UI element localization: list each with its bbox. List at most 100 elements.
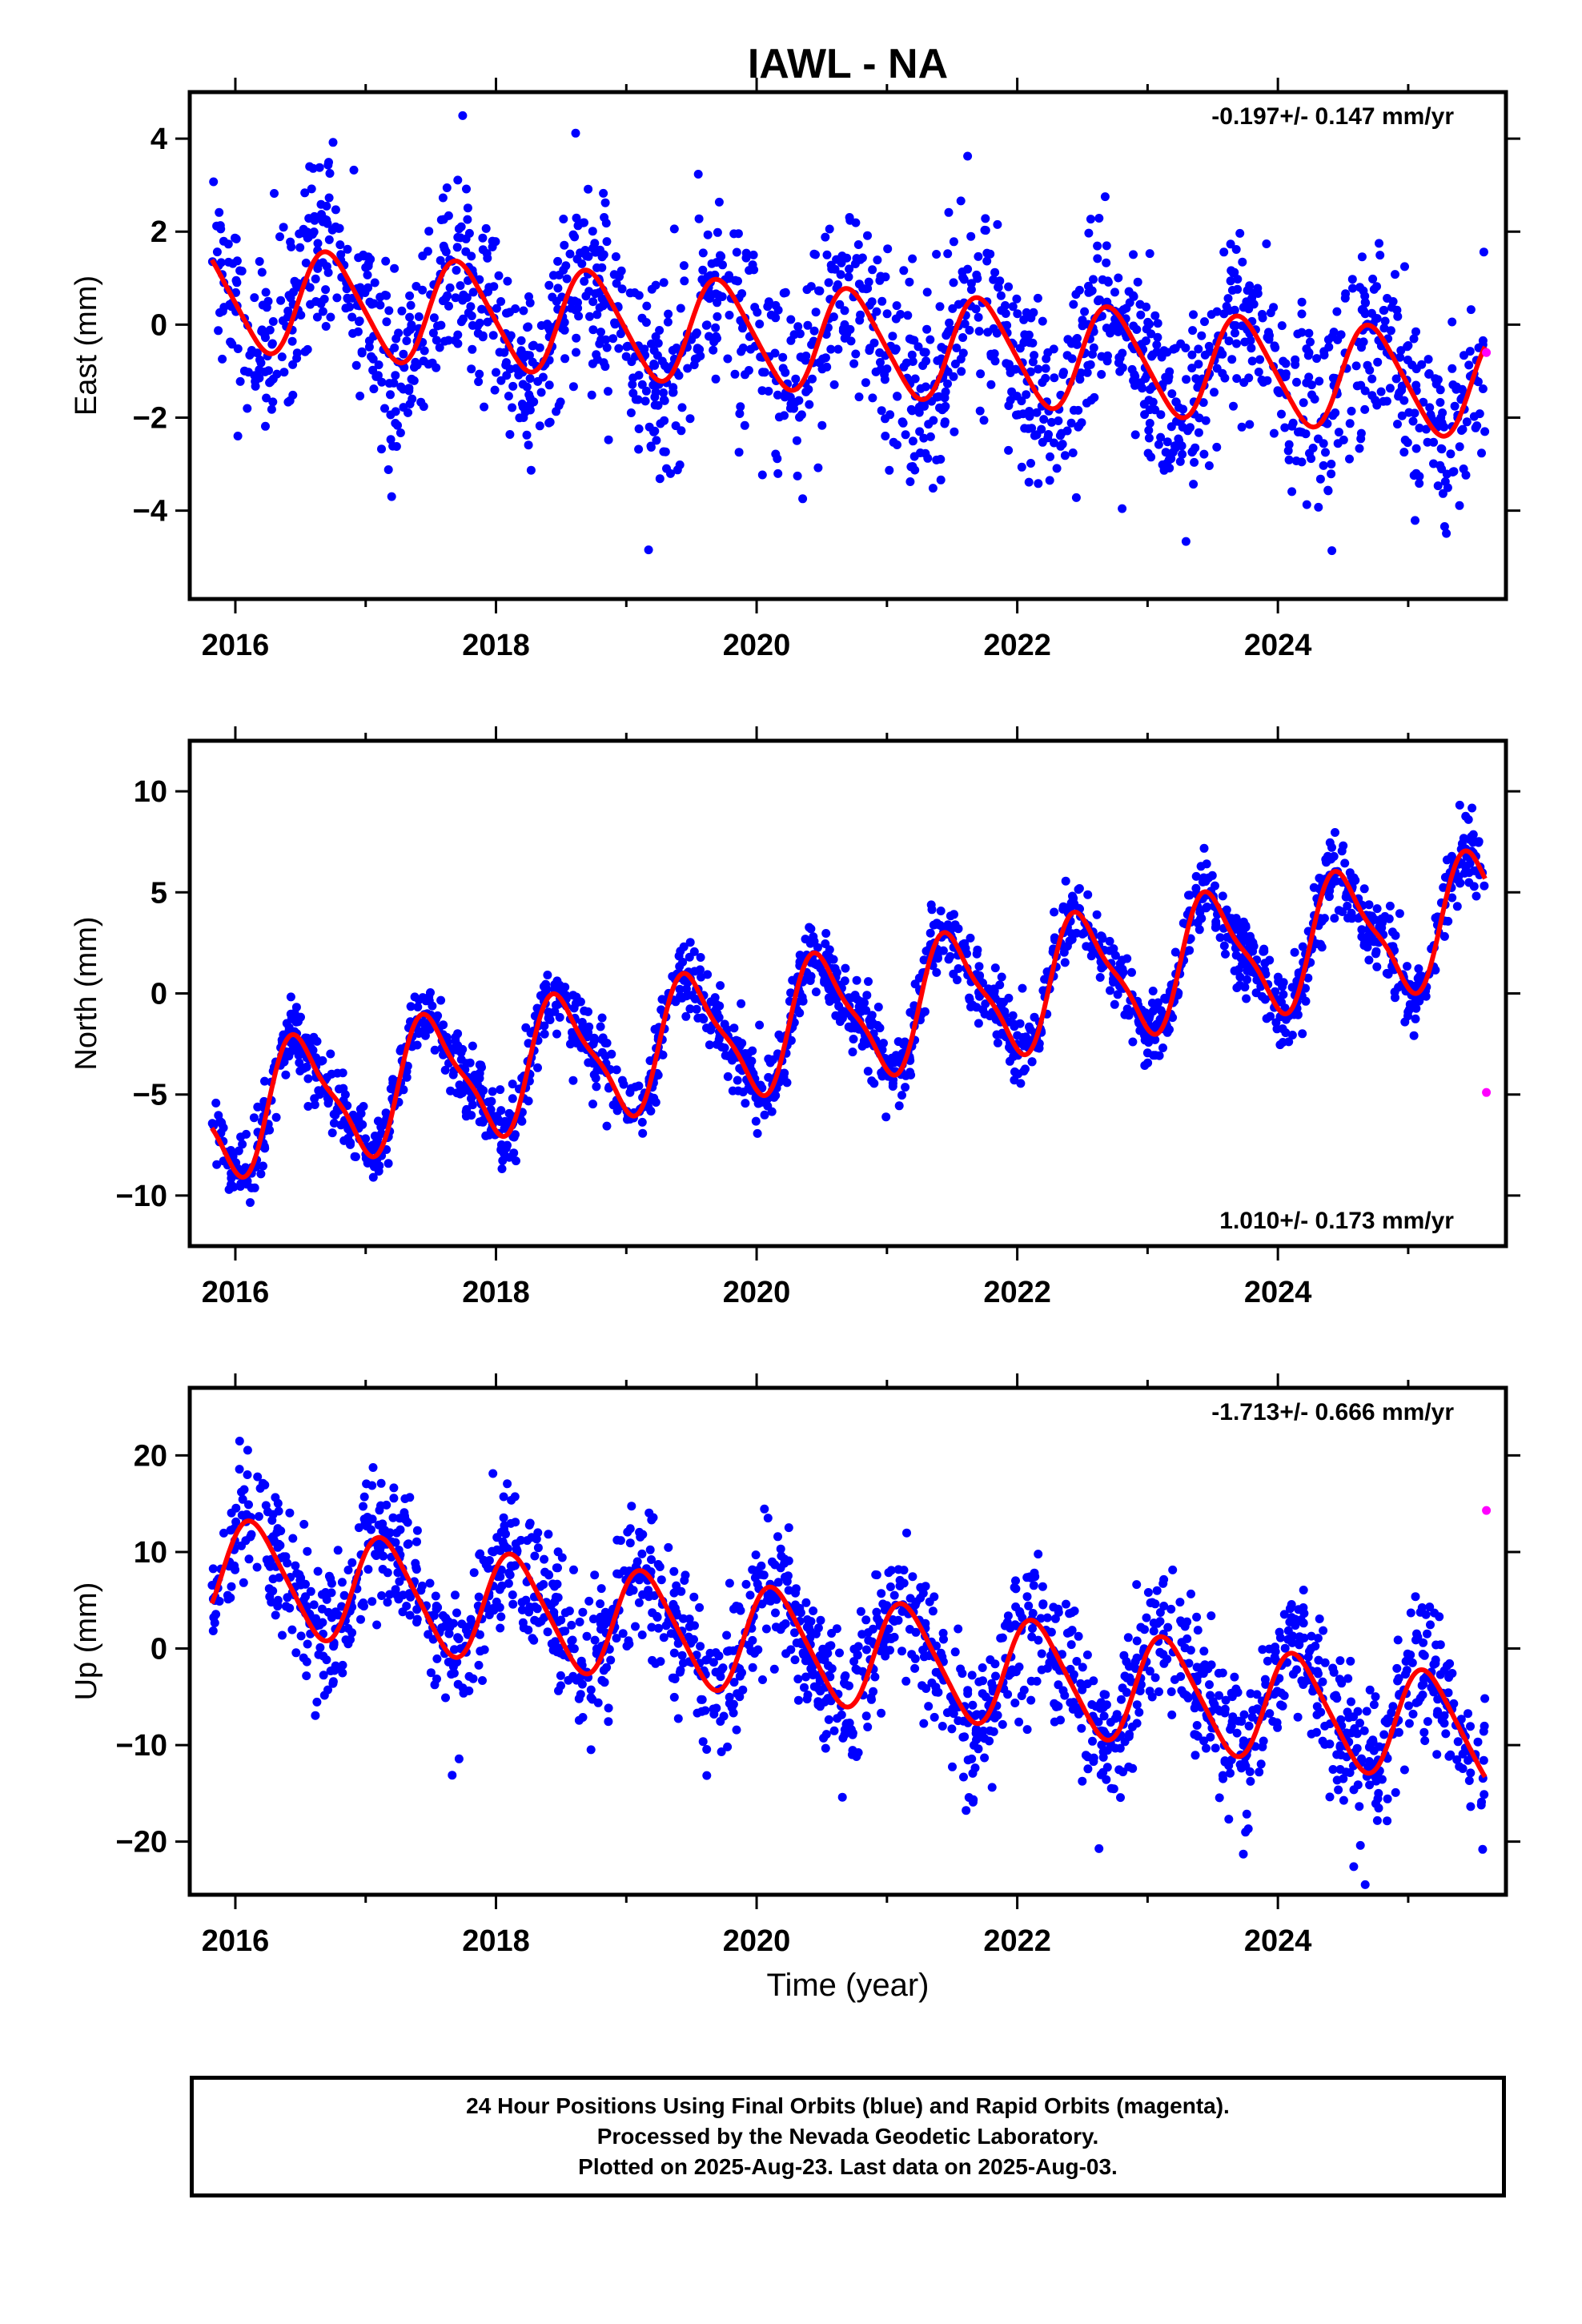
- final-orbit-point: [329, 1639, 339, 1649]
- north-ylabel: North (mm): [70, 916, 103, 1070]
- final-orbit-point: [1359, 1726, 1369, 1735]
- final-orbit-point: [257, 267, 267, 277]
- final-orbit-point: [729, 1708, 738, 1718]
- final-orbit-point: [1372, 962, 1382, 971]
- final-orbit-point: [287, 242, 296, 251]
- final-orbit-point: [736, 402, 745, 412]
- final-orbit-point: [1160, 993, 1170, 1003]
- final-orbit-point: [857, 253, 867, 263]
- final-orbit-point: [753, 1099, 763, 1108]
- final-orbit-point: [1327, 460, 1336, 468]
- final-orbit-point: [628, 380, 637, 389]
- final-orbit-point: [268, 317, 278, 326]
- final-orbit-point: [1114, 358, 1123, 368]
- final-orbit-point: [895, 1581, 905, 1590]
- final-orbit-point: [944, 207, 954, 217]
- y-tick-label: −5: [133, 1079, 167, 1112]
- final-orbit-point: [1247, 1712, 1257, 1722]
- x-tick-label: 2016: [202, 629, 270, 662]
- final-orbit-point: [943, 920, 953, 930]
- final-orbit-point: [1026, 1025, 1035, 1034]
- final-orbit-point: [1360, 1880, 1370, 1889]
- final-orbit-point: [790, 1655, 800, 1665]
- final-orbit-point: [801, 356, 810, 365]
- final-orbit-point: [873, 1003, 883, 1011]
- final-orbit-point: [864, 977, 873, 987]
- final-orbit-point: [1086, 215, 1095, 224]
- final-orbit-point: [1083, 360, 1093, 370]
- final-orbit-point: [555, 980, 564, 990]
- final-orbit-point: [1074, 285, 1084, 295]
- final-orbit-point: [1440, 476, 1450, 486]
- final-orbit-point: [260, 1480, 270, 1490]
- final-orbit-point: [813, 463, 823, 472]
- final-orbit-point: [343, 244, 352, 254]
- final-orbit-point: [403, 1061, 412, 1071]
- final-orbit-point: [1419, 1638, 1428, 1647]
- final-orbit-point: [1472, 891, 1481, 901]
- final-orbit-point: [468, 1100, 477, 1110]
- final-orbit-point: [1242, 1809, 1251, 1819]
- final-orbit-point: [889, 1590, 899, 1600]
- final-orbit-point: [1359, 337, 1368, 347]
- final-orbit-point: [698, 265, 708, 275]
- final-orbit-point: [702, 1745, 712, 1754]
- final-orbit-point: [1130, 1657, 1140, 1667]
- final-orbit-point: [949, 969, 958, 979]
- final-orbit-points: [207, 111, 1490, 599]
- final-orbit-point: [1371, 1692, 1380, 1702]
- final-orbit-point: [588, 325, 598, 335]
- final-orbit-point: [287, 336, 297, 346]
- final-orbit-point: [659, 388, 669, 397]
- final-orbit-point: [295, 1058, 304, 1068]
- final-orbit-point: [1099, 1727, 1109, 1736]
- final-orbit-point: [1221, 949, 1230, 959]
- final-orbit-point: [295, 1066, 305, 1076]
- final-orbit-point: [588, 1100, 597, 1109]
- final-orbit-point: [717, 1747, 726, 1756]
- final-orbit-point: [1409, 1031, 1419, 1040]
- final-orbit-point: [669, 1566, 679, 1576]
- final-orbit-point: [835, 300, 845, 309]
- final-orbit-point: [372, 1620, 382, 1630]
- final-orbit-point: [335, 240, 345, 250]
- final-orbit-point: [1280, 1003, 1290, 1013]
- final-orbit-point: [1258, 310, 1267, 319]
- final-orbit-point: [908, 254, 917, 263]
- final-orbit-point: [555, 1012, 564, 1022]
- final-orbit-point: [668, 971, 677, 981]
- final-orbit-point: [572, 348, 580, 357]
- final-orbit-point: [1061, 876, 1070, 886]
- final-orbit-point: [1360, 938, 1369, 947]
- final-orbit-point: [1367, 374, 1377, 384]
- final-orbit-point: [893, 1037, 903, 1047]
- final-orbit-point: [494, 271, 504, 280]
- final-orbit-point: [1341, 289, 1351, 299]
- final-orbit-point: [1242, 994, 1251, 1003]
- final-orbit-point: [1028, 1609, 1038, 1618]
- final-orbit-point: [795, 1008, 805, 1018]
- final-orbit-point: [1123, 1633, 1133, 1642]
- final-orbit-point: [1347, 406, 1356, 416]
- final-orbit-point: [559, 215, 568, 223]
- final-orbit-point: [502, 358, 511, 368]
- final-orbit-point: [760, 368, 769, 377]
- final-orbit-point: [1094, 1717, 1103, 1727]
- final-orbit-point: [388, 1513, 398, 1522]
- final-orbit-point: [1278, 1701, 1287, 1711]
- final-orbit-point: [568, 230, 578, 239]
- final-orbit-point: [302, 1671, 311, 1681]
- final-orbit-point: [1024, 477, 1034, 487]
- final-orbit-point: [327, 1128, 337, 1138]
- final-orbit-point: [1010, 1699, 1020, 1707]
- final-orbit-point: [1339, 1795, 1348, 1805]
- final-orbit-point: [1010, 1076, 1019, 1085]
- final-orbit-point: [873, 255, 882, 265]
- final-orbit-point: [892, 301, 901, 311]
- final-orbit-point: [1228, 268, 1238, 278]
- final-orbit-point: [265, 325, 275, 335]
- final-orbit-point: [1199, 1736, 1209, 1746]
- final-orbit-point: [1233, 284, 1243, 294]
- final-orbit-point: [592, 350, 601, 360]
- final-orbit-point: [300, 347, 310, 356]
